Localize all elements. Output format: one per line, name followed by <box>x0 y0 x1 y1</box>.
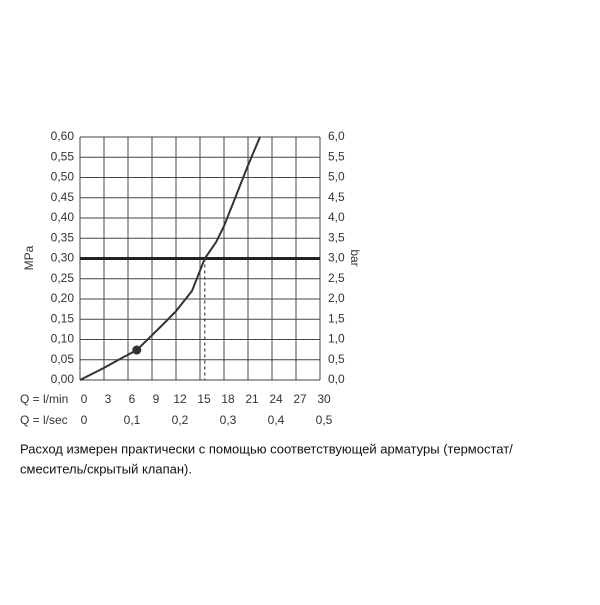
x-tick-label: 6 <box>129 392 136 406</box>
y2-tick-label: 3,5 <box>328 230 345 244</box>
y-tick-label: 0,10 <box>51 332 75 346</box>
y-tick-label: 0,00 <box>51 372 75 386</box>
x2-axis-label: Q = l/sec <box>20 413 68 427</box>
marker-point <box>132 345 142 355</box>
y-tick-label: 0,25 <box>51 271 75 285</box>
x2-tick-label: 0,2 <box>172 413 189 427</box>
y2-tick-label: 4,0 <box>328 210 345 224</box>
y-tick-label: 0,40 <box>51 210 75 224</box>
y2-tick-label: 3,0 <box>328 251 345 265</box>
x-tick-label: 0 <box>81 392 88 406</box>
y2-tick-label: 6,0 <box>328 129 345 143</box>
x-tick-label: 30 <box>317 392 331 406</box>
y-tick-label: 0,30 <box>51 251 75 265</box>
y2-tick-label: 5,5 <box>328 149 345 163</box>
x2-tick-label: 0,1 <box>124 413 141 427</box>
curve <box>79 136 261 381</box>
y-tick-label: 0,20 <box>51 291 75 305</box>
y-tick-label: 0,60 <box>51 129 75 143</box>
caption: Расход измерен практически с помощью соо… <box>20 441 513 456</box>
y-tick-label: 0,35 <box>51 230 75 244</box>
x2-tick-label: 0,3 <box>220 413 237 427</box>
x-axis-label: Q = l/min <box>20 392 68 406</box>
x-tick-label: 3 <box>105 392 112 406</box>
x2-tick-label: 0 <box>81 413 88 427</box>
caption: смеситель/скрытый клапан). <box>20 461 192 476</box>
y-tick-label: 0,55 <box>51 149 75 163</box>
y2-tick-label: 0,0 <box>328 372 345 386</box>
y2-tick-label: 1,5 <box>328 311 345 325</box>
x2-tick-label: 0,4 <box>268 413 285 427</box>
y2-tick-label: 2,0 <box>328 291 345 305</box>
x-tick-label: 18 <box>221 392 235 406</box>
x2-tick-label: 0,5 <box>316 413 333 427</box>
y2-tick-label: 5,0 <box>328 170 345 184</box>
y-tick-label: 0,45 <box>51 190 75 204</box>
x-tick-label: 9 <box>153 392 160 406</box>
x-tick-label: 21 <box>245 392 259 406</box>
y2-axis-label: bar <box>348 249 362 266</box>
y2-tick-label: 2,5 <box>328 271 345 285</box>
x-tick-label: 15 <box>197 392 211 406</box>
x-tick-label: 12 <box>173 392 187 406</box>
y2-tick-label: 4,5 <box>328 190 345 204</box>
y2-tick-label: 0,5 <box>328 352 345 366</box>
x-tick-label: 24 <box>269 392 283 406</box>
y-tick-label: 0,50 <box>51 170 75 184</box>
y2-tick-label: 1,0 <box>328 332 345 346</box>
y-axis-label: MPa <box>22 245 36 270</box>
y-tick-label: 0,05 <box>51 352 75 366</box>
x-tick-label: 27 <box>293 392 307 406</box>
y-tick-label: 0,15 <box>51 311 75 325</box>
